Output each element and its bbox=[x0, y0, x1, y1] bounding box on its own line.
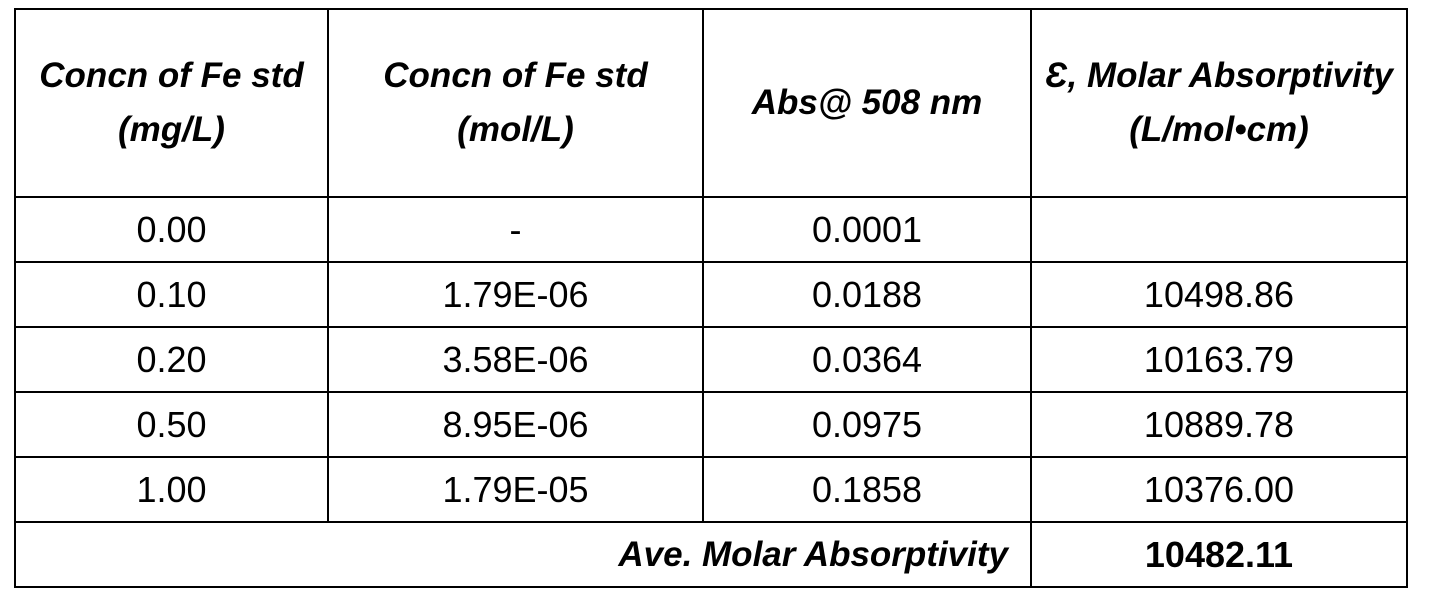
cell-molar-concentration: 8.95E-06 bbox=[327, 391, 704, 458]
cell-mass-concentration: 0.00 bbox=[14, 196, 329, 263]
cell-absorbance: 0.0975 bbox=[702, 391, 1032, 458]
cell-mass-concentration: 0.20 bbox=[14, 326, 329, 393]
table-row: 0.10 1.79E-06 0.0188 10498.86 bbox=[14, 261, 1408, 328]
cell-mass-concentration: 1.00 bbox=[14, 456, 329, 523]
cell-molar-concentration: 3.58E-06 bbox=[327, 326, 704, 393]
header-row: Concn of Fe std (mg/L) Concn of Fe std (… bbox=[14, 8, 1408, 198]
average-value: 10482.11 bbox=[1030, 521, 1408, 588]
header-molar-absorptivity: Ɛ, Molar Absorptivity (L/mol•cm) bbox=[1030, 8, 1408, 198]
cell-molar-absorptivity: 10163.79 bbox=[1030, 326, 1408, 393]
cell-molar-absorptivity: 10889.78 bbox=[1030, 391, 1408, 458]
cell-absorbance: 0.0188 bbox=[702, 261, 1032, 328]
cell-molar-concentration: 1.79E-05 bbox=[327, 456, 704, 523]
header-label: Concn of Fe std (mg/L) bbox=[39, 56, 304, 149]
table-row: 0.00 - 0.0001 bbox=[14, 196, 1408, 263]
table-row: 0.50 8.95E-06 0.0975 10889.78 bbox=[14, 391, 1408, 458]
header-mass-concentration: Concn of Fe std (mg/L) bbox=[14, 8, 329, 198]
footer-row: Ave. Molar Absorptivity 10482.11 bbox=[14, 521, 1408, 588]
cell-mass-concentration: 0.50 bbox=[14, 391, 329, 458]
cell-molar-absorptivity: 10498.86 bbox=[1030, 261, 1408, 328]
data-table: Concn of Fe std (mg/L) Concn of Fe std (… bbox=[14, 8, 1408, 588]
cell-molar-concentration: 1.79E-06 bbox=[327, 261, 704, 328]
table-container: Concn of Fe std (mg/L) Concn of Fe std (… bbox=[14, 8, 1408, 588]
cell-absorbance: 0.0364 bbox=[702, 326, 1032, 393]
cell-absorbance: 0.1858 bbox=[702, 456, 1032, 523]
header-label: Ɛ, Molar Absorptivity (L/mol•cm) bbox=[1045, 56, 1393, 149]
cell-molar-absorptivity: 10376.00 bbox=[1030, 456, 1408, 523]
cell-absorbance: 0.0001 bbox=[702, 196, 1032, 263]
average-label: Ave. Molar Absorptivity bbox=[14, 521, 1032, 588]
table-row: 1.00 1.79E-05 0.1858 10376.00 bbox=[14, 456, 1408, 523]
cell-molar-absorptivity bbox=[1030, 196, 1408, 263]
header-molar-concentration: Concn of Fe std (mol/L) bbox=[327, 8, 704, 198]
header-label: Abs@ 508 nm bbox=[751, 83, 983, 122]
cell-mass-concentration: 0.10 bbox=[14, 261, 329, 328]
header-label: Concn of Fe std (mol/L) bbox=[383, 56, 648, 149]
cell-molar-concentration: - bbox=[327, 196, 704, 263]
table-row: 0.20 3.58E-06 0.0364 10163.79 bbox=[14, 326, 1408, 393]
header-absorbance: Abs@ 508 nm bbox=[702, 8, 1032, 198]
